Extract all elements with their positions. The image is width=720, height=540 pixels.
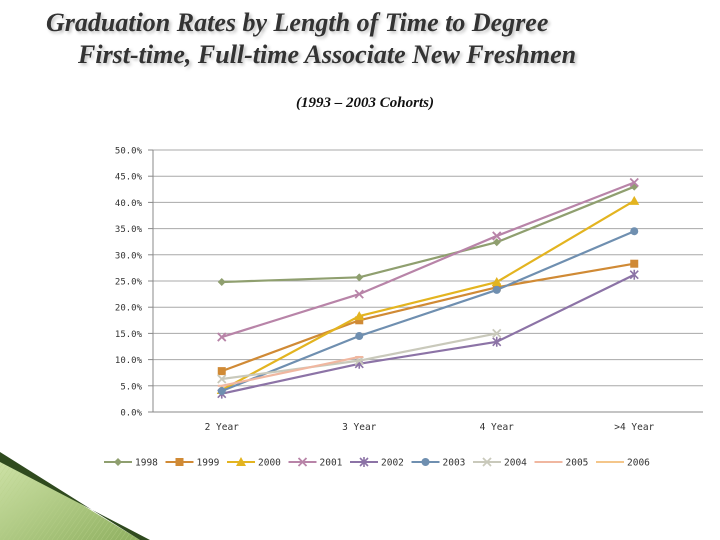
legend-label: 2000: [258, 458, 281, 469]
data-point: [355, 332, 364, 341]
legend-item: 1999: [165, 458, 220, 469]
x-tick-label: 2 Year: [205, 422, 240, 433]
legend-label: 2003: [443, 458, 466, 469]
data-point: [629, 195, 640, 205]
data-point: [217, 278, 226, 287]
slide-title: Graduation Rates by Length of Time to De…: [0, 0, 720, 80]
data-point: [354, 311, 365, 321]
data-point: [492, 336, 502, 347]
legend-item: 1998: [104, 458, 158, 469]
data-point: [217, 374, 227, 384]
title-line-2: First-time, Full-time Associate New Fres…: [78, 40, 577, 69]
x-tick-label: >4 Year: [614, 422, 654, 433]
y-tick-label: 40.0%: [115, 199, 143, 209]
legend-label: 2002: [381, 458, 404, 469]
y-tick-label: 25.0%: [115, 278, 143, 288]
series-line: [221, 185, 635, 284]
series-line: [221, 262, 635, 373]
legend-label: 1998: [135, 458, 158, 469]
legend-marker: [236, 457, 246, 466]
legend-marker: [359, 457, 369, 467]
y-tick-label: 10.0%: [115, 356, 143, 366]
series-2001: [217, 177, 639, 342]
x-tick-label: 3 Year: [342, 422, 377, 433]
data-point: [355, 273, 364, 282]
title-line-1: Graduation Rates by Length of Time to De…: [46, 8, 549, 37]
data-point: [217, 332, 227, 342]
data-point: [492, 238, 501, 247]
y-tick-label: 20.0%: [115, 304, 143, 314]
legend-item: 2001: [288, 457, 343, 469]
series-line: [221, 230, 635, 393]
series-line: [221, 273, 635, 395]
y-tick-label: 45.0%: [115, 173, 143, 183]
x-tick-label: 4 Year: [480, 422, 515, 433]
data-point: [629, 269, 639, 280]
legend-label: 2006: [627, 458, 650, 469]
y-tick-label: 0.0%: [120, 409, 142, 419]
series-2000: [216, 195, 640, 394]
data-point: [491, 277, 502, 287]
data-point: [217, 387, 226, 396]
legend-label: 2001: [320, 458, 343, 469]
series-line: [221, 355, 360, 387]
y-tick-label: 35.0%: [115, 225, 143, 235]
series-2002: [217, 269, 639, 399]
legend-item: 2006: [596, 458, 650, 469]
data-point: [492, 328, 502, 339]
data-point: [217, 367, 226, 376]
data-point: [492, 285, 501, 294]
legend-marker: [421, 458, 430, 466]
data-point: [630, 227, 639, 236]
legend-item: 2004: [473, 457, 527, 469]
chart-subtitle: (1993 – 2003 Cohorts): [296, 95, 434, 111]
series-2003: [217, 227, 639, 396]
series-2005: [217, 355, 364, 387]
legend-label: 2004: [504, 458, 527, 469]
series-line: [221, 199, 635, 391]
legend-item: 2002: [350, 457, 404, 469]
legend-label: 1999: [197, 458, 220, 469]
data-point: [630, 259, 639, 268]
data-point: [355, 316, 364, 325]
legend-item: 2000: [227, 457, 281, 469]
legend-label: 2005: [566, 458, 589, 469]
legend-marker: [175, 458, 184, 466]
legend-marker: [482, 457, 492, 467]
legend-item: 2003: [411, 458, 466, 469]
y-tick-label: 5.0%: [120, 382, 142, 392]
legend-item: 2005: [534, 458, 589, 469]
data-point: [492, 231, 502, 241]
legend-marker: [297, 457, 308, 467]
series-line: [221, 181, 635, 339]
data-point: [354, 289, 364, 299]
legend-marker: [114, 458, 122, 466]
y-tick-label: 15.0%: [115, 330, 143, 340]
y-tick-label: 50.0%: [115, 147, 143, 157]
series-1998: [217, 182, 639, 287]
y-tick-label: 30.0%: [115, 251, 143, 261]
data-point: [629, 177, 639, 188]
